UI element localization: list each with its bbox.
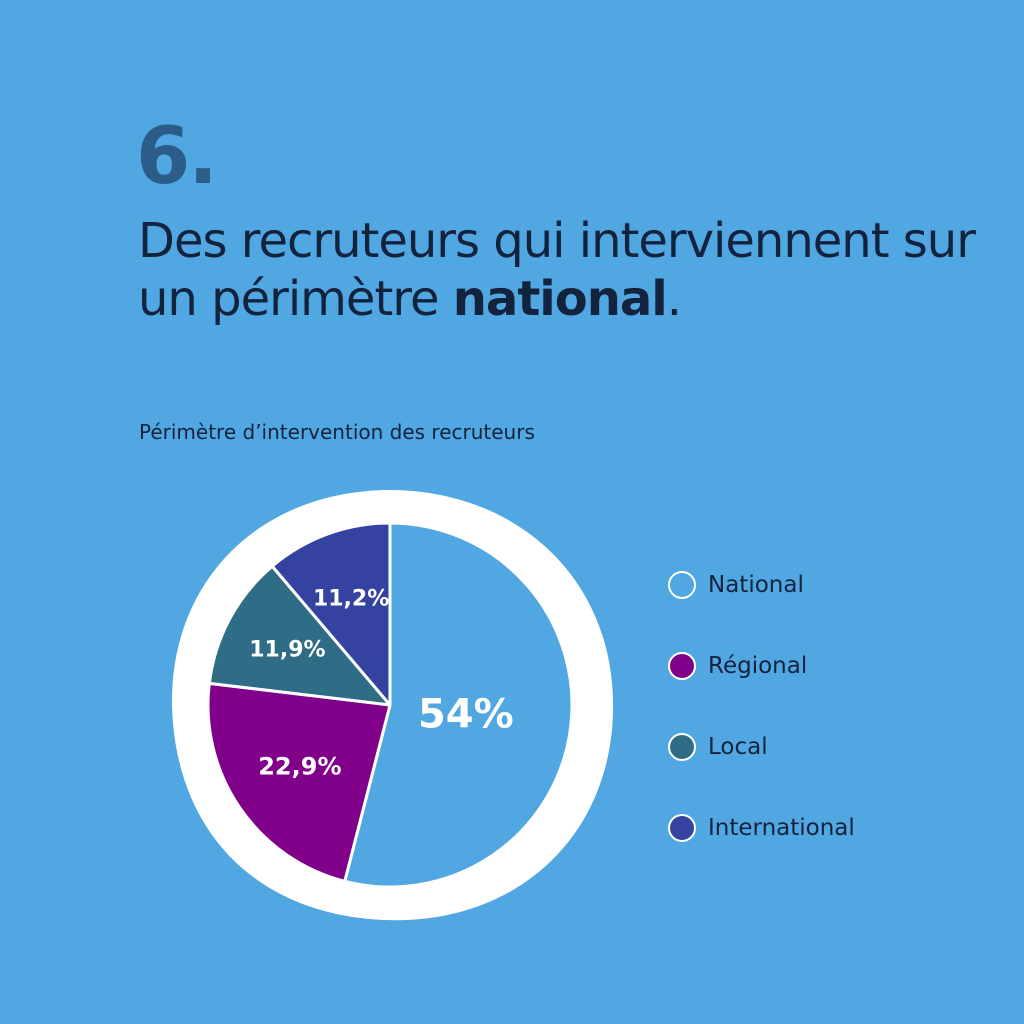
pie-slice-regional xyxy=(206,681,392,883)
title-period: . xyxy=(666,271,682,327)
legend-label-regional: Régional xyxy=(708,653,808,679)
pie-slice-local xyxy=(207,564,392,707)
legend-label-local: Local xyxy=(708,734,768,760)
pie-label-regional: 22,9% xyxy=(258,753,341,781)
pie-slices xyxy=(206,521,574,889)
pie-slice-international xyxy=(270,521,392,707)
chart-legend: National Régional Local International xyxy=(668,565,855,889)
legend-label-international: International xyxy=(708,815,855,841)
legend-swatch-international xyxy=(668,814,696,842)
pie-slice-national xyxy=(343,521,574,889)
title-emphasis: national xyxy=(452,271,668,327)
legend-item-local: Local xyxy=(668,727,855,767)
page-title: Des recruteurs qui interviennent sur un … xyxy=(138,212,998,328)
title-text: Des recruteurs qui interviennent sur un … xyxy=(138,213,976,327)
legend-item-national: National xyxy=(668,565,855,605)
pie-label-local: 11,9% xyxy=(249,637,325,662)
pie-slice-labels: 54% 22,9% 11,9% 11,2% xyxy=(249,587,513,781)
legend-swatch-national xyxy=(668,571,696,599)
legend-item-international: International xyxy=(668,808,855,848)
pie-label-international: 11,2% xyxy=(313,587,389,612)
legend-swatch-regional xyxy=(668,652,696,680)
legend-item-regional: Régional xyxy=(668,646,855,686)
section-number: 6. xyxy=(136,112,218,202)
legend-label-national: National xyxy=(708,572,804,598)
legend-swatch-local xyxy=(668,733,696,761)
chart-title: Périmètre d’intervention des recruteurs xyxy=(139,420,535,444)
pie-label-national: 54% xyxy=(418,692,514,738)
